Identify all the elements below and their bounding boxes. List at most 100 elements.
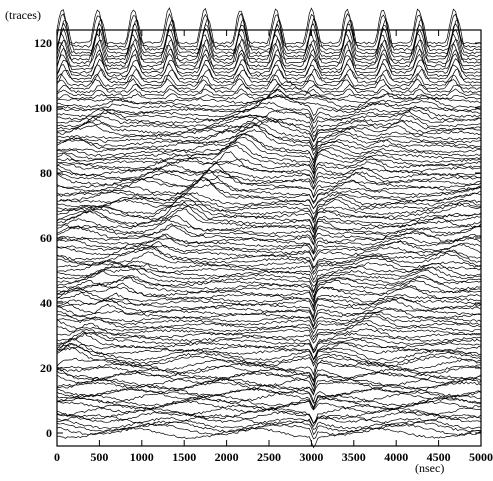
trace-line (56, 177, 482, 210)
trace-line (56, 331, 482, 354)
y-tick-label: 20 (40, 361, 52, 375)
trace-line (56, 366, 482, 388)
trace-line (56, 287, 482, 310)
trace-line (56, 93, 482, 100)
trace-line (56, 280, 482, 304)
trace-line (56, 241, 482, 262)
trace-line (56, 114, 482, 134)
trace-line (56, 169, 482, 190)
trace-line (56, 274, 482, 299)
trace-line (56, 152, 482, 175)
trace-line (56, 338, 482, 362)
trace-line (56, 268, 482, 293)
trace-line (57, 290, 482, 312)
trace-line (56, 344, 482, 368)
trace-line (56, 17, 482, 52)
trace-line (56, 381, 482, 396)
trace-line (56, 88, 482, 97)
trace-line (56, 310, 482, 330)
trace-line (56, 233, 482, 255)
trace-line (56, 141, 482, 171)
trace-line (56, 106, 482, 124)
trace-line (56, 391, 481, 404)
trace-line (56, 196, 482, 215)
trace-line (56, 129, 482, 156)
x-axis-unit-label: (nsec) (415, 461, 444, 475)
trace-line (56, 303, 482, 328)
trace-line (56, 22, 482, 55)
trace-line (56, 122, 482, 150)
x-tick-label: 5000 (469, 450, 493, 464)
trace-line (56, 384, 482, 403)
trace-line (56, 245, 482, 270)
trace-line (56, 52, 482, 74)
trace-line (56, 331, 482, 352)
x-tick-label: 500 (90, 450, 108, 464)
trace-line (56, 58, 482, 78)
trace-line (56, 78, 482, 91)
trace-line (56, 177, 482, 205)
trace-line (56, 42, 482, 68)
trace-line (56, 388, 482, 409)
trace-line (56, 12, 482, 48)
trace-line (56, 306, 482, 328)
trace-line (56, 319, 482, 338)
trace-line (56, 322, 482, 341)
trace-line (56, 94, 482, 108)
trace-line (56, 215, 482, 241)
trace-line (56, 322, 482, 344)
trace-line (56, 192, 482, 209)
y-tick-label: 80 (40, 166, 52, 180)
trace-line (56, 37, 482, 65)
x-tick-label: 4000 (384, 450, 408, 464)
trace-line (56, 316, 482, 334)
x-tick-label: 0 (54, 450, 60, 464)
x-tick-label: 1000 (130, 450, 154, 464)
trace-line (56, 163, 482, 185)
trace-line (56, 397, 482, 410)
trace-line (56, 251, 482, 274)
trace-line (56, 193, 482, 222)
trace-line (56, 170, 482, 191)
x-tick-label: 3500 (342, 450, 366, 464)
x-tick-label: 1500 (172, 450, 196, 464)
y-tick-label: 100 (34, 101, 52, 115)
trace-line (56, 207, 482, 234)
trace-line (56, 243, 482, 268)
trace-line (56, 7, 482, 45)
trace-line (56, 118, 482, 148)
trace-line (56, 277, 482, 302)
trace-line (56, 145, 482, 174)
trace-line (56, 400, 482, 413)
trace-line (56, 426, 482, 449)
trace-line (56, 123, 482, 152)
trace-line (56, 133, 482, 164)
trace-line (56, 230, 482, 254)
trace-line (56, 101, 482, 122)
trace-line (56, 27, 482, 58)
trace-line (56, 216, 481, 238)
trace-line (56, 116, 481, 142)
trace-line (56, 417, 482, 430)
trace-line (56, 414, 482, 428)
y-tick-label: 120 (34, 36, 52, 50)
trace-line (56, 257, 482, 275)
trace-line (56, 394, 482, 410)
x-tick-label: 4500 (427, 450, 451, 464)
x-tick-label: 2000 (215, 450, 239, 464)
trace-line (56, 169, 482, 203)
trace-line (56, 362, 482, 383)
trace-line (56, 107, 482, 130)
trace-line (56, 205, 482, 231)
x-tick-label: 3000 (299, 450, 323, 464)
trace-line (56, 410, 482, 425)
trace-line (56, 223, 482, 246)
x-tick-label: 2500 (257, 450, 281, 464)
trace-line (57, 133, 482, 161)
trace-line (56, 68, 482, 84)
traces-layer (56, 7, 482, 449)
trace-line (56, 407, 482, 425)
trace-line (56, 423, 482, 440)
y-tick-label: 0 (46, 426, 52, 440)
trace-line (56, 270, 482, 294)
